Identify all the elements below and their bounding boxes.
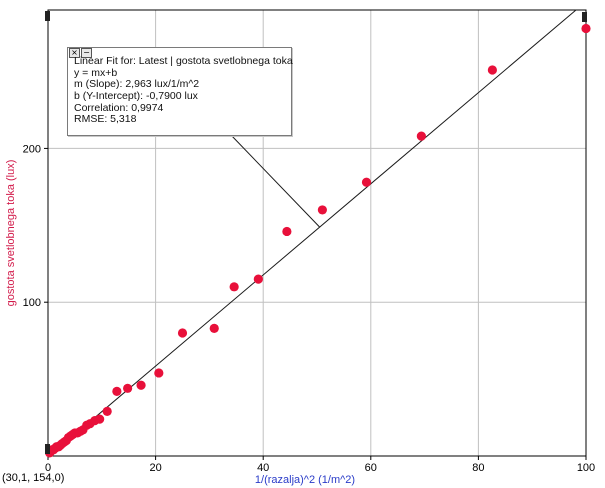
x-tick-label: 20 — [149, 462, 161, 474]
y-axis-scale-handle-top[interactable] — [45, 11, 50, 21]
data-point — [581, 23, 591, 34]
fit-rmse: RMSE: 5,318 — [74, 113, 137, 126]
x-axis-scale-handle-right[interactable] — [582, 12, 587, 22]
y-tick-label: 100 — [23, 297, 41, 309]
data-point — [95, 414, 105, 424]
data-point — [416, 131, 426, 141]
cursor-coordinate-readout: (30,1, 154,0) — [2, 472, 65, 484]
data-point — [317, 205, 327, 215]
data-point — [209, 323, 219, 333]
data-point — [361, 177, 372, 187]
x-tick-label: 60 — [365, 462, 377, 474]
data-point — [282, 226, 292, 237]
linear-fit-annotation-box[interactable]: × − Linear Fit for: Latest | gostota sve… — [67, 47, 293, 136]
x-tick-label: 0 — [45, 462, 51, 474]
data-point — [177, 328, 188, 338]
data-point — [112, 386, 122, 397]
data-point — [102, 406, 112, 416]
fit-intercept: b (Y-Intercept): -0,7900 lux — [74, 90, 198, 103]
data-point — [123, 383, 133, 393]
fit-equation: y = mx+b — [74, 66, 118, 79]
minimize-icon[interactable]: − — [81, 48, 92, 58]
y-axis-title[interactable]: gostota svetlobnega toka (lux) — [5, 160, 17, 307]
fit-slope: m (Slope): 2,963 lux/1/m^2 — [74, 78, 200, 91]
fit-annotation-leader — [229, 133, 321, 228]
data-point — [154, 368, 164, 378]
fit-title: Linear Fit for: Latest | gostota svetlob… — [74, 55, 293, 67]
data-point — [487, 65, 497, 75]
x-axis-title[interactable]: 1/(razalja)^2 (1/m^2) — [255, 474, 355, 486]
data-point — [229, 282, 239, 292]
data-point — [253, 274, 263, 284]
fit-box-controls: × − — [69, 48, 92, 58]
y-tick-label: 200 — [23, 143, 41, 155]
fit-line — [47, 9, 577, 458]
x-tick-label: 40 — [257, 462, 269, 474]
x-tick-label: 100 — [577, 462, 595, 474]
plot-border — [47, 9, 587, 457]
data-point — [136, 380, 146, 390]
x-tick-label: 80 — [472, 462, 484, 474]
close-icon[interactable]: × — [69, 48, 80, 58]
fit-correlation: Correlation: 0,9974 — [74, 101, 164, 114]
y-axis-scale-handle-bottom[interactable] — [45, 444, 50, 454]
fit-box-text: Linear Fit for: Latest | gostota svetlob… — [74, 55, 293, 126]
